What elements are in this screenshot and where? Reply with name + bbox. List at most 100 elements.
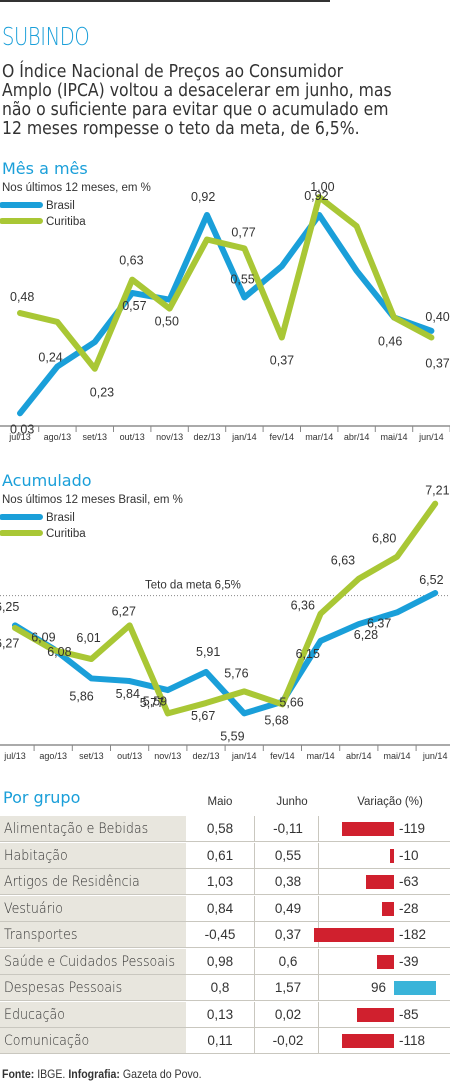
chart-subtitle: Nos últimos 12 meses Brasil, em % [2,494,183,506]
data-label: 6,52 [419,573,443,587]
data-point-curitiba [88,656,94,662]
data-point-curitiba [241,245,247,251]
data-point-curitiba [17,310,23,316]
data-point-curitiba [316,194,322,200]
variation-label: -118 [399,1033,426,1048]
variation-label: -182 [399,927,427,942]
col-separator [318,1001,319,1028]
value-junho: 0,37 [274,927,302,942]
data-point-curitiba [354,223,360,229]
data-label: 0,37 [270,354,294,368]
data-point-curitiba [394,554,400,560]
variation-bar [376,954,394,969]
data-point-brasil [92,339,98,345]
variation-label: -10 [399,847,419,863]
group-name: Despesas Pessoais [4,980,123,996]
row-label-bg [0,895,186,922]
data-point-brasil [432,590,438,596]
x-tick-label: jul/13 [3,751,26,761]
data-label: 5,67 [191,709,215,723]
variation-label: -85 [399,1006,419,1022]
row-separator [0,894,450,895]
col-separator [254,895,255,922]
value-junho: 0,02 [274,1006,302,1022]
value-maio: 0,61 [206,847,234,863]
variation-label: -63 [399,874,419,889]
credit-value: Gazeta do Povo. [122,1067,202,1081]
data-point-brasil [127,678,133,684]
table-row: Artigos de Residência 1,03 0,38 -63 [0,869,450,895]
data-point-curitiba [432,501,438,507]
x-tick-label: dez/13 [192,751,219,761]
data-label: 6,36 [291,599,315,613]
data-point-brasil [316,212,322,218]
col-separator [318,948,319,975]
value-maio: 0,98 [206,953,234,969]
variation-bar [389,848,394,863]
data-label: 5,86 [69,689,93,703]
data-point-curitiba [241,688,247,694]
value-junho: 0,6 [278,953,298,969]
source-value: IBGE. [37,1067,66,1081]
col-separator [254,975,255,1001]
data-point-brasil [356,621,362,627]
value-maio: 1,03 [206,874,234,889]
data-label: 0,57 [122,299,146,313]
col-separator [254,816,255,842]
group-name: Artigos de Residência [4,874,140,890]
data-label: 0,24 [38,351,62,365]
row-separator [0,1026,450,1028]
x-tick-label: jan/14 [231,432,257,442]
series-line-brasil [12,589,439,717]
data-label: 0,50 [155,315,179,329]
x-tick-label: jun/14 [418,432,444,442]
data-point-brasil [203,669,209,675]
row-separator [0,841,450,842]
data-label: 0,03 [10,422,34,436]
series-line-brasil [17,211,435,417]
x-tick-label: dez/13 [193,432,220,442]
variation-label: -119 [399,821,426,836]
data-point-curitiba [92,366,98,372]
data-point-brasil [165,687,171,693]
x-tick-label: nov/13 [156,432,183,442]
group-name: Vestuário [4,900,64,917]
data-point-curitiba [279,335,285,341]
x-tick-label: out/13 [120,432,145,442]
row-label-bg [0,922,186,948]
data-label: 6,09 [31,631,55,645]
data-label: 6,80 [372,532,396,546]
x-tick-label: out/13 [117,751,142,761]
group-name: Saúde e Cuidados Pessoais [4,953,176,970]
data-label: 6,37 [367,616,391,630]
row-separator [0,1000,450,1001]
col-separator [318,1028,319,1054]
x-tick-label: set/13 [79,751,104,761]
data-label: 5,66 [279,695,303,709]
source-line: Fonte: IBGE. Infografia: Gazeta do Povo. [2,1067,202,1081]
col-separator [318,895,319,922]
value-junho: 0,49 [274,900,302,916]
col-separator [318,869,319,895]
variation-bar [342,1034,394,1048]
x-tick-label: abr/14 [346,751,372,761]
data-point-curitiba [167,306,173,312]
row-label-bg [0,816,186,842]
series-line-curitiba [12,500,439,717]
col-separator [254,1028,255,1054]
top-rule [0,0,330,2]
data-label: 0,63 [119,254,143,268]
col-separator [254,869,255,895]
data-label: 6,15 [296,647,320,661]
group-name: Educação [4,1006,65,1023]
row-separator [0,920,450,922]
table-row: Educação 0,13 0,02 -85 [0,1001,450,1028]
data-label: 0,55 [230,272,254,286]
value-maio: 0,13 [206,1006,234,1022]
data-label: 0,92 [304,189,328,203]
data-point-curitiba [318,611,324,617]
variation-bar [314,928,394,942]
data-label: 6,63 [331,554,355,568]
legend-label-curitiba: Curitiba [46,528,86,540]
x-tick-label: fev/14 [270,432,295,442]
